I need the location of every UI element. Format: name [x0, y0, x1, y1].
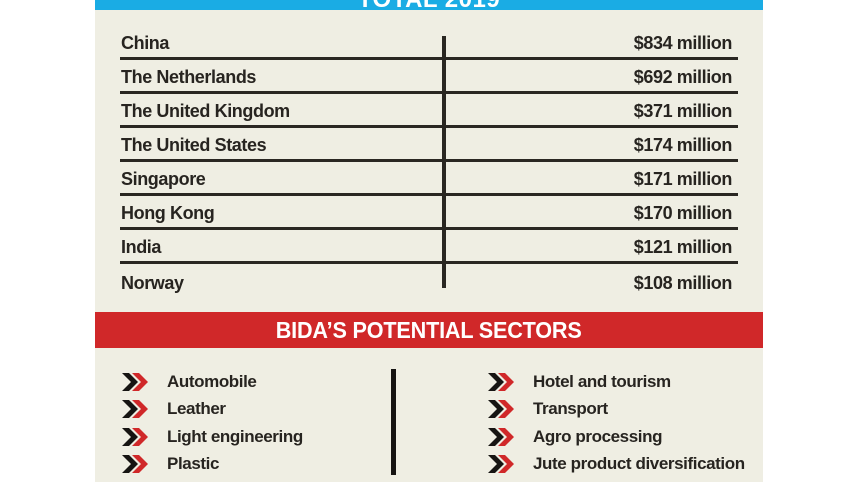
- fdi-country-table: China $834 million The Netherlands $692 …: [120, 26, 738, 298]
- list-item: Jute product diversification: [488, 451, 745, 479]
- table-row: Singapore $171 million: [120, 162, 738, 196]
- double-chevron-icon: [122, 400, 148, 419]
- double-chevron-icon: [122, 427, 148, 446]
- table-row: The United Kingdom $371 million: [120, 94, 738, 128]
- list-item: Light engineering: [122, 423, 303, 451]
- table-row: India $121 million: [120, 230, 738, 264]
- country-label: India: [121, 237, 162, 257]
- sector-label: Plastic: [167, 454, 220, 474]
- sector-label: Jute product diversification: [533, 454, 745, 474]
- table-row: Norway $108 million: [120, 264, 738, 298]
- sectors-left-list: Automobile Leather Light engineering Pla…: [122, 368, 303, 478]
- top-title: TOTAL 2019: [95, 0, 763, 10]
- country-label: The Netherlands: [121, 67, 257, 87]
- value-label: $371 million: [633, 101, 733, 121]
- country-label: Singapore: [121, 169, 206, 189]
- country-label: Norway: [121, 272, 184, 293]
- sectors-right-list: Hotel and tourism Transport Agro process…: [488, 368, 745, 478]
- list-item: Leather: [122, 396, 303, 424]
- sector-label: Hotel and tourism: [533, 371, 671, 391]
- country-label: China: [121, 33, 170, 53]
- sectors-column-divider: [391, 369, 396, 475]
- list-item: Plastic: [122, 451, 303, 479]
- sector-label: Automobile: [167, 371, 257, 391]
- table-row: Hong Kong $170 million: [120, 196, 738, 230]
- top-title-band: TOTAL 2019: [95, 0, 763, 10]
- sector-label: Light engineering: [167, 426, 303, 446]
- value-label: $692 million: [633, 67, 733, 87]
- content-panel: [95, 10, 763, 482]
- country-label: The United States: [121, 135, 267, 155]
- double-chevron-icon: [488, 455, 514, 474]
- list-item: Automobile: [122, 368, 303, 396]
- value-label: $174 million: [633, 135, 733, 155]
- sectors-title: BIDA’S POTENTIAL SECTORS: [276, 316, 582, 343]
- country-label: Hong Kong: [121, 203, 215, 223]
- sector-label: Leather: [167, 399, 226, 419]
- value-label: $121 million: [633, 237, 733, 257]
- table-row: The United States $174 million: [120, 128, 738, 162]
- double-chevron-icon: [488, 400, 514, 419]
- sector-label: Transport: [533, 399, 608, 419]
- sector-label: Agro processing: [533, 426, 663, 446]
- sectors-header-band: BIDA’S POTENTIAL SECTORS: [95, 312, 763, 348]
- double-chevron-icon: [122, 455, 148, 474]
- double-chevron-icon: [488, 372, 514, 391]
- list-item: Hotel and tourism: [488, 368, 745, 396]
- value-label: $171 million: [633, 169, 733, 189]
- table-column-divider: [442, 36, 446, 288]
- list-item: Transport: [488, 396, 745, 424]
- table-row: The Netherlands $692 million: [120, 60, 738, 94]
- value-label: $170 million: [633, 203, 733, 223]
- table-row: China $834 million: [120, 26, 738, 60]
- double-chevron-icon: [488, 427, 514, 446]
- list-item: Agro processing: [488, 423, 745, 451]
- double-chevron-icon: [122, 372, 148, 391]
- country-label: The United Kingdom: [121, 101, 290, 121]
- value-label: $108 million: [633, 272, 733, 293]
- value-label: $834 million: [633, 33, 733, 53]
